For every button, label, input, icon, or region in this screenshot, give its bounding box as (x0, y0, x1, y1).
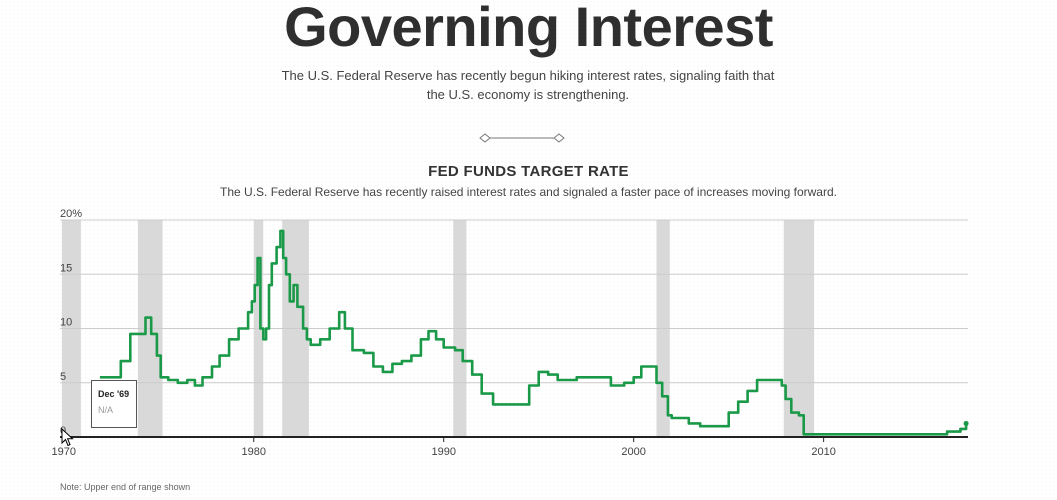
chart-title: FED FUNDS TARGET RATE (428, 163, 629, 180)
y-tick-label-20: 20% (60, 208, 82, 220)
x-tick-label-2010: 2010 (811, 446, 835, 458)
y-tick-label-15: 15 (60, 262, 72, 274)
mouse-cursor-icon (61, 428, 74, 447)
x-axis: 1970 1980 1990 2000 2010 (52, 436, 968, 458)
page-dek: The U.S. Federal Reserve has recently be… (281, 68, 775, 102)
y-gridlines (60, 219, 968, 384)
series-end-point-0 (963, 420, 969, 426)
section-divider (479, 133, 565, 143)
x-tick-label-1990: 1990 (431, 446, 455, 458)
divider-diamond-left (479, 133, 491, 143)
y-tick-label-10: 10 (60, 317, 72, 329)
hover-tooltip: Dec '69 N/A (91, 380, 137, 428)
x-tick-label-1970: 1970 (52, 446, 76, 458)
series-lines (99, 229, 969, 436)
y-tick-label-5: 5 (60, 371, 66, 383)
x-tick-label-1980: 1980 (242, 446, 266, 458)
tooltip-value: N/A (98, 405, 114, 415)
divider-diamond-right (553, 133, 565, 143)
series-line-0 (99, 229, 968, 436)
page-headline: Governing Interest (284, 0, 773, 58)
x-tick-label-2000: 2000 (621, 446, 645, 458)
tooltip-date: Dec '69 (98, 389, 130, 399)
chart-note: Note: Upper end of range shown (60, 482, 191, 492)
chart-subtitle: The U.S. Federal Reserve has recently ra… (220, 185, 837, 199)
